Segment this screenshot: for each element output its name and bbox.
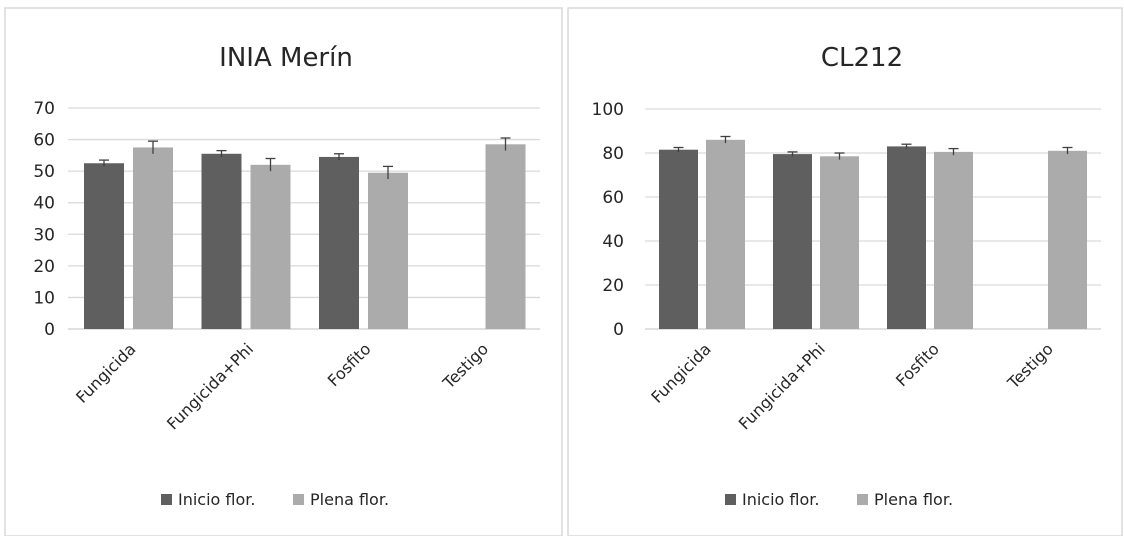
c2-bar-inicio-0	[659, 149, 698, 329]
c2-y-tick-label-0: 0	[613, 320, 624, 340]
c1-bar-plena-1	[250, 164, 291, 329]
c2-bar-inicio-2	[887, 146, 926, 329]
c1-y-tick-label-7: 70	[33, 99, 55, 119]
c2-bar-plena-0	[706, 139, 745, 329]
c2-y-tick-label-1: 20	[602, 276, 624, 296]
c1-y-tick-label-1: 10	[33, 288, 55, 308]
c2-y-tick-label-5: 100	[592, 100, 624, 120]
chart-2-y-axis: 0 20 40 60 80 100	[592, 100, 624, 340]
chart-1-legend-swatch-inicio	[161, 494, 172, 505]
chart-2-bars	[659, 135, 1087, 329]
chart-2-legend-label-plena: Plena flor.	[874, 490, 953, 509]
chart-1-legend-label-plena: Plena flor.	[310, 490, 389, 509]
chart-1-legend-label-inicio: Inicio flor.	[178, 490, 255, 509]
c2-bar-plena-1	[820, 156, 859, 329]
chart-1-legend: Inicio flor. Plena flor.	[161, 490, 389, 509]
c1-bar-inicio-1	[201, 153, 242, 329]
c2-y-tick-label-2: 40	[602, 232, 624, 252]
c2-y-tick-label-3: 60	[602, 188, 624, 208]
c1-bar-inicio-0	[84, 163, 124, 329]
c2-bar-plena-3	[1048, 150, 1087, 329]
chart-1-y-axis: 0 10 20 30 40 50 60 70	[33, 99, 55, 340]
c1-y-tick-label-0: 0	[44, 320, 55, 340]
c2-bar-plena-2	[934, 151, 973, 329]
c2-bar-inicio-1	[773, 154, 812, 329]
c1-y-tick-label-4: 40	[33, 194, 55, 214]
c1-bar-plena-3	[485, 144, 526, 329]
chart-1-title: INIA Merín	[219, 43, 353, 73]
c1-y-tick-label-6: 60	[33, 131, 55, 151]
c1-bar-inicio-2	[319, 156, 359, 329]
chart-2-legend-swatch-inicio	[725, 494, 736, 505]
c2-y-tick-label-4: 80	[602, 144, 624, 164]
chart-1-bars	[84, 137, 526, 329]
chart-1-legend-swatch-plena	[293, 494, 304, 505]
chart-2-legend-swatch-plena	[857, 494, 868, 505]
chart-2-legend: Inicio flor. Plena flor.	[725, 490, 953, 509]
chart-2-title: CL212	[821, 43, 903, 73]
chart-2-legend-label-inicio: Inicio flor.	[742, 490, 819, 509]
c1-y-tick-label-3: 30	[33, 225, 55, 245]
c1-y-tick-label-5: 50	[33, 162, 55, 182]
c1-bar-plena-2	[368, 172, 408, 329]
c1-y-tick-label-2: 20	[33, 257, 55, 277]
c1-bar-plena-0	[133, 147, 173, 329]
